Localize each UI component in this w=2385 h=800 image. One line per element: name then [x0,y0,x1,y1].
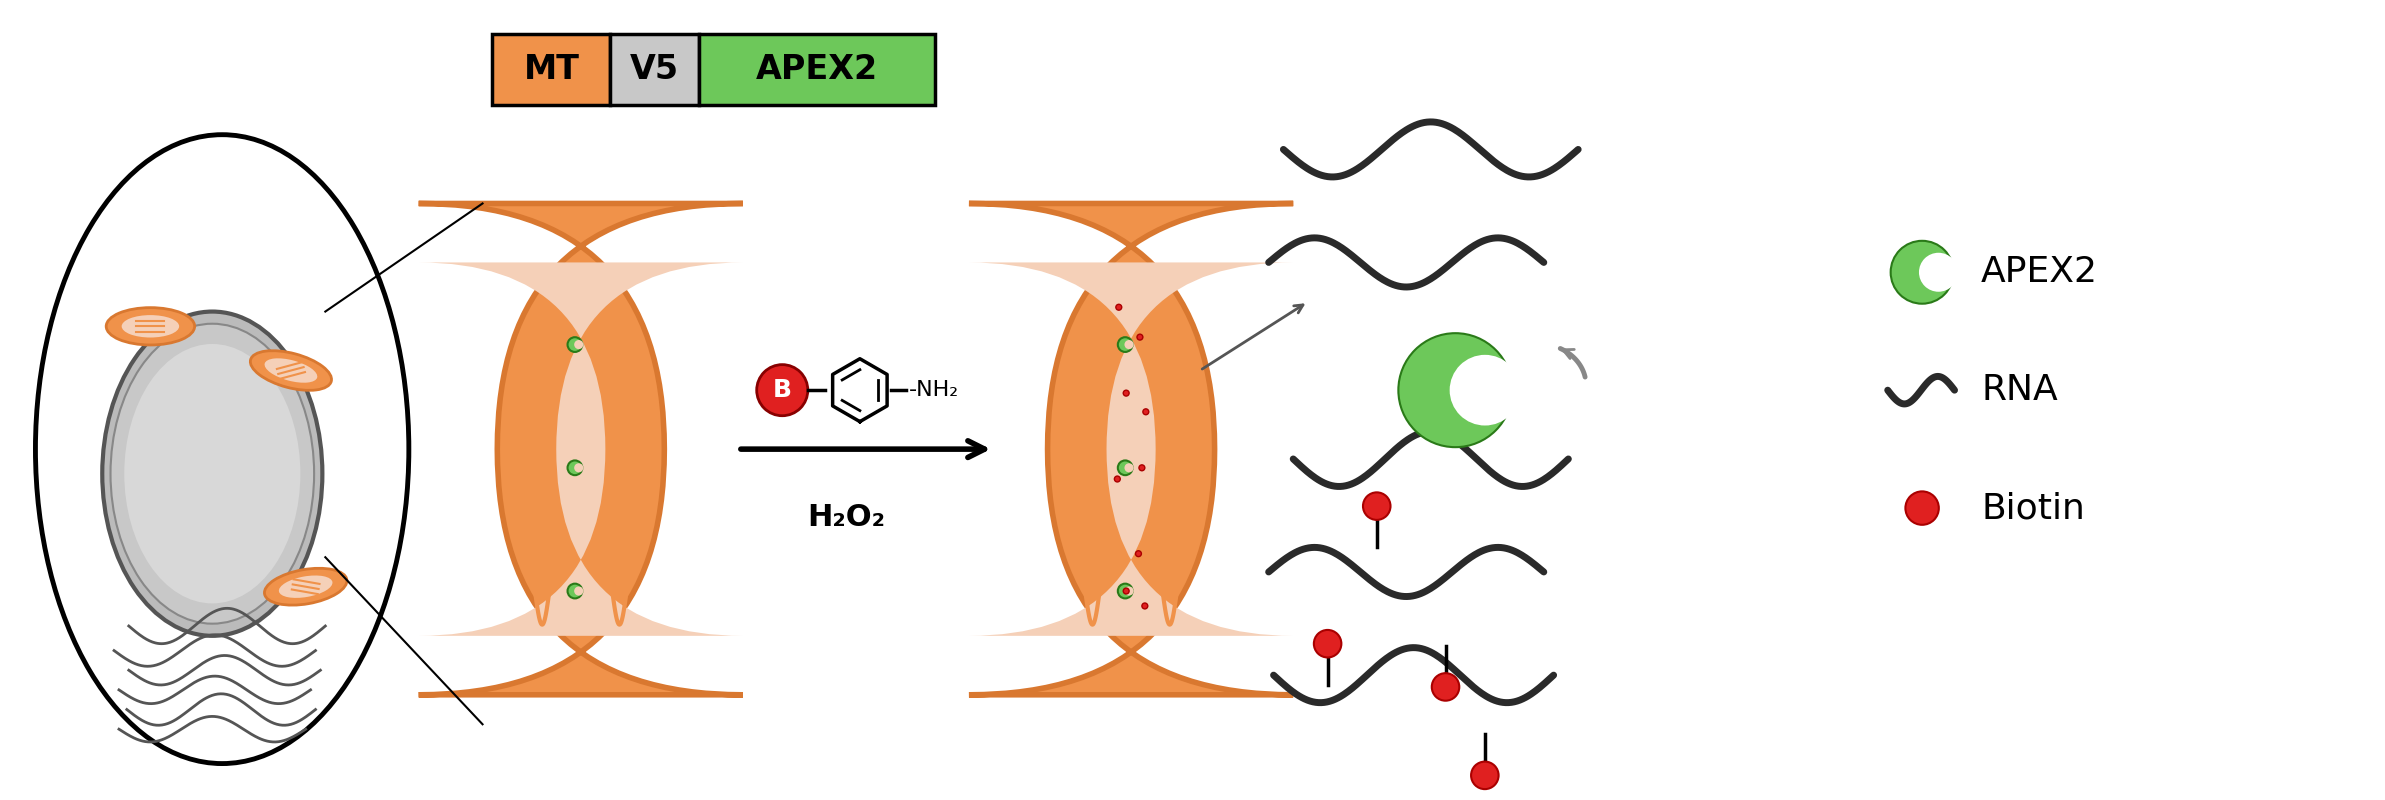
FancyBboxPatch shape [968,262,1293,636]
Ellipse shape [107,308,196,345]
Text: -NH₂: -NH₂ [909,380,959,400]
Circle shape [1123,588,1128,594]
Text: APEX2: APEX2 [1982,255,2099,290]
Text: RNA: RNA [1982,373,2058,407]
Circle shape [568,338,582,352]
Circle shape [568,461,582,475]
Ellipse shape [103,311,322,636]
Ellipse shape [124,344,301,603]
Circle shape [1431,673,1460,701]
Bar [491,34,611,106]
Circle shape [1891,241,1953,304]
Circle shape [1135,550,1142,557]
Text: APEX2: APEX2 [756,54,878,86]
Bar [611,34,699,106]
Circle shape [575,586,584,595]
Circle shape [575,340,584,349]
Circle shape [1450,355,1519,426]
Circle shape [1920,253,1958,292]
Circle shape [1119,338,1133,352]
Circle shape [1123,390,1128,396]
Ellipse shape [250,350,332,390]
Ellipse shape [36,134,408,763]
Circle shape [1314,630,1340,658]
Circle shape [1472,762,1498,789]
Circle shape [1140,465,1145,470]
Circle shape [756,365,809,416]
FancyBboxPatch shape [968,203,1293,694]
Text: B: B [773,378,792,402]
Text: Biotin: Biotin [1982,491,2084,525]
Ellipse shape [265,358,317,382]
Circle shape [1119,461,1133,475]
Ellipse shape [279,575,332,598]
Ellipse shape [110,324,315,624]
Circle shape [1123,340,1133,349]
Text: MT: MT [522,54,580,86]
Circle shape [568,584,582,598]
Circle shape [1114,476,1121,482]
Circle shape [1123,463,1133,472]
FancyBboxPatch shape [420,203,744,694]
Circle shape [1142,603,1147,609]
Circle shape [1119,584,1133,598]
Text: H₂O₂: H₂O₂ [806,503,885,533]
Circle shape [1142,409,1150,414]
Circle shape [1906,491,1939,525]
Circle shape [575,463,584,472]
Text: V5: V5 [630,54,680,86]
FancyBboxPatch shape [420,262,744,636]
Circle shape [1116,304,1121,310]
Circle shape [1123,586,1133,595]
Ellipse shape [265,568,346,605]
Circle shape [1138,334,1142,340]
Ellipse shape [122,315,179,338]
Circle shape [1398,333,1512,447]
Circle shape [1362,492,1390,520]
Bar [699,34,935,106]
